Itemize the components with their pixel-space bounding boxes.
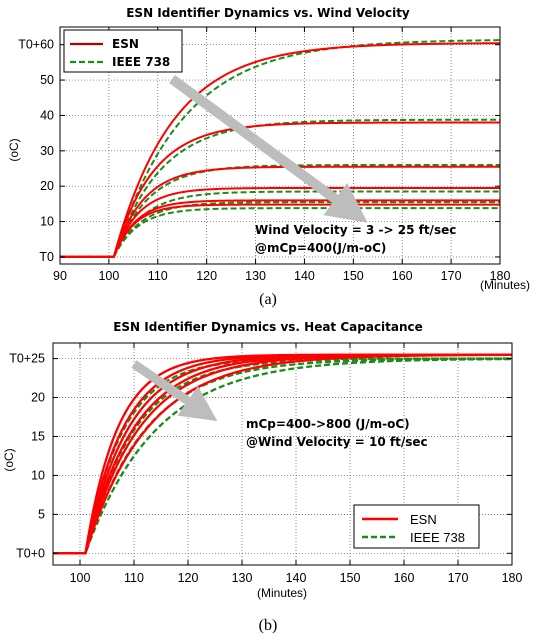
y-tick-label: 40 <box>40 108 54 122</box>
y-tick-labels: T0+0 5 10 15 20 T0+25 <box>9 352 45 561</box>
x-tick-label: 130 <box>245 269 266 283</box>
x-tick-label: 150 <box>343 269 364 283</box>
x-tick-label: 150 <box>340 571 361 585</box>
legend-label-esn: ESN <box>410 512 437 527</box>
esn-curve <box>60 186 500 258</box>
plot-frame <box>52 342 513 566</box>
x-tick-label: 120 <box>178 571 199 585</box>
x-tick-label: 180 <box>502 571 523 585</box>
y-tick-label: 30 <box>40 144 54 158</box>
x-tick-labels: 100 110 120 130 140 150 160 170 180 <box>70 571 523 585</box>
legend-label-ieee: IEEE 738 <box>410 530 465 545</box>
x-tick-label: 90 <box>53 269 67 283</box>
curves <box>53 353 513 555</box>
caption-a: (a) <box>259 291 277 308</box>
plot-frame <box>59 26 501 265</box>
curves <box>60 39 501 258</box>
chart-panel-b: ESN Identifier Dynamics vs. Heat Capacit… <box>2 320 522 634</box>
esn-curve <box>60 165 500 258</box>
ieee-738-curve <box>53 357 513 555</box>
chart-title: ESN Identifier Dynamics vs. Heat Capacit… <box>113 320 423 334</box>
x-tick-label: 120 <box>196 269 217 283</box>
annotation-2: @Wind Velocity = 10 ft/sec <box>246 435 428 449</box>
chart-panel-a: ESN Identifier Dynamics vs. Wind Velocit… <box>7 6 530 308</box>
x-tick-label: 170 <box>448 571 469 585</box>
x-axis-label: (Minutes) <box>257 586 307 600</box>
x-tick-label: 170 <box>441 269 462 283</box>
annotation-1: Wind Velocity = 3 -> 25 ft/sec <box>255 223 456 237</box>
y-tick-label: 10 <box>40 215 54 229</box>
legend-box <box>353 504 480 549</box>
y-tick-label: 15 <box>31 429 45 443</box>
ticks <box>53 343 513 565</box>
x-tick-label: 130 <box>232 571 253 585</box>
y-axis-label: (oC) <box>7 138 21 161</box>
esn-curve <box>60 203 500 258</box>
caption-b: (b) <box>259 617 278 634</box>
legend: ESN IEEE 738 <box>353 504 480 549</box>
ieee-738-curve <box>60 207 500 258</box>
legend: ESN IEEE 738 <box>63 29 183 73</box>
y-tick-label: T0+0 <box>16 546 45 560</box>
annotation-1: mCp=400->800 (J/m-oC) <box>246 417 410 431</box>
x-tick-label: 100 <box>70 571 91 585</box>
annotation-2: @mCp=400(J/m-oC) <box>255 241 386 255</box>
x-tick-label: 110 <box>148 269 168 283</box>
x-axis-label: (Minutes) <box>480 278 530 292</box>
x-tick-label: 160 <box>394 571 415 585</box>
ieee-738-curve <box>60 163 500 258</box>
chart-title: ESN Identifier Dynamics vs. Wind Velocit… <box>126 6 410 20</box>
x-tick-label: 160 <box>392 269 413 283</box>
x-tick-labels: 90 100 110 120 130 140 150 160 170 180 <box>53 269 510 283</box>
y-tick-label: 20 <box>40 179 54 193</box>
y-tick-label: T0+60 <box>18 38 54 52</box>
y-tick-label: 10 <box>31 468 45 482</box>
y-tick-label: T0 <box>39 250 54 264</box>
x-tick-label: 140 <box>286 571 307 585</box>
y-axis-label: (oC) <box>2 448 16 471</box>
x-tick-label: 140 <box>294 269 315 283</box>
y-tick-label: 5 <box>38 507 45 521</box>
y-tick-labels: T0 10 20 30 40 50 T0+60 <box>18 38 54 264</box>
x-tick-label: 100 <box>98 269 119 283</box>
x-tick-label: 180 <box>490 269 511 283</box>
legend-label-ieee: IEEE 738 <box>112 55 170 69</box>
esn-curve <box>60 121 500 258</box>
y-tick-label: T0+25 <box>9 352 45 366</box>
esn-curve <box>60 42 501 258</box>
legend-label-esn: ESN <box>112 37 139 51</box>
esn-curve <box>53 353 513 555</box>
trend-arrow <box>169 74 368 223</box>
trend-arrow <box>131 360 218 422</box>
x-tick-label: 110 <box>124 571 144 585</box>
ieee-738-curve <box>60 201 500 258</box>
y-tick-label: 20 <box>31 391 45 405</box>
y-tick-label: 50 <box>40 73 54 87</box>
legend-box <box>63 29 183 73</box>
